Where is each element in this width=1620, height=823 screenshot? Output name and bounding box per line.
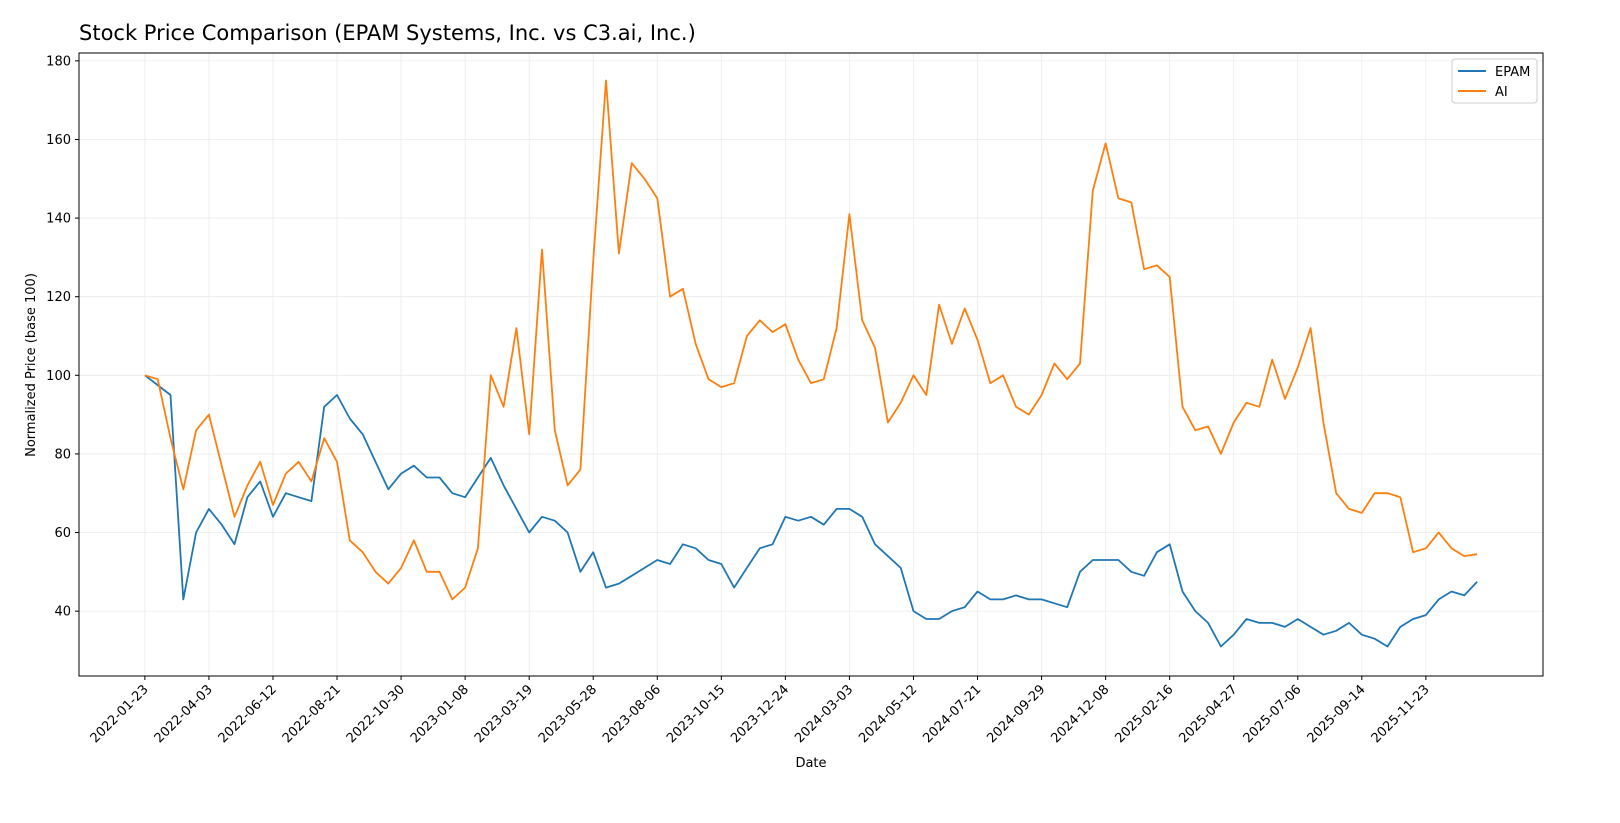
x-tick-label: 2023-03-19	[472, 682, 536, 746]
x-tick-label: 2022-10-30	[344, 682, 408, 746]
chart-title: Stock Price Comparison (EPAM Systems, In…	[79, 21, 696, 45]
x-tick-label: 2025-09-14	[1305, 682, 1369, 746]
y-tick-label: 140	[46, 212, 71, 227]
y-tick-label: 180	[46, 54, 71, 69]
y-tick-label: 100	[46, 369, 71, 384]
x-tick-label: 2025-11-23	[1369, 682, 1433, 746]
series-line-epam	[144, 374, 1478, 648]
x-tick-label: 2023-05-28	[536, 682, 600, 746]
y-tick-label: 60	[54, 526, 71, 541]
y-tick-label: 120	[46, 290, 71, 305]
x-tick-label: 2024-05-12	[856, 682, 920, 746]
y-axis: 40 60 80 100 120 140 160 180	[46, 54, 79, 620]
y-tick-label: 80	[54, 447, 71, 462]
x-tick-label: 2022-06-12	[216, 682, 280, 746]
x-tick-label: 2022-04-03	[152, 682, 216, 746]
legend-label-epam: EPAM	[1495, 65, 1530, 80]
x-tick-label: 2023-10-15	[664, 682, 728, 746]
y-axis-label: Normalized Price (base 100)	[24, 273, 39, 457]
x-tick-label: 2023-01-08	[408, 682, 472, 746]
series-lines	[144, 79, 1478, 648]
series-line-ai	[144, 79, 1478, 601]
x-tick-label: 2023-08-06	[600, 682, 664, 746]
x-tick-label: 2024-07-21	[920, 682, 984, 746]
x-tick-label: 2023-12-24	[728, 682, 792, 746]
y-tick-label: 40	[54, 605, 71, 620]
x-axis-label: Date	[795, 756, 826, 771]
plot-frame	[78, 52, 1544, 677]
x-tick-label: 2024-03-03	[792, 682, 856, 746]
legend: EPAM AI	[1451, 58, 1538, 104]
x-tick-label: 2025-04-27	[1177, 682, 1241, 746]
x-tick-label: 2022-01-23	[88, 682, 152, 746]
y-tick-label: 160	[46, 133, 71, 148]
x-tick-label: 2025-07-06	[1241, 682, 1305, 746]
legend-label-ai: AI	[1495, 85, 1508, 100]
grid	[79, 53, 1543, 676]
x-tick-label: 2024-12-08	[1048, 682, 1112, 746]
x-tick-label: 2024-09-29	[984, 682, 1048, 746]
x-axis: 2022-01-23 2022-04-03 2022-06-12 2022-08-21…	[88, 676, 1433, 746]
x-tick-label: 2025-02-16	[1112, 682, 1176, 746]
x-tick-label: 2022-08-21	[280, 682, 344, 746]
